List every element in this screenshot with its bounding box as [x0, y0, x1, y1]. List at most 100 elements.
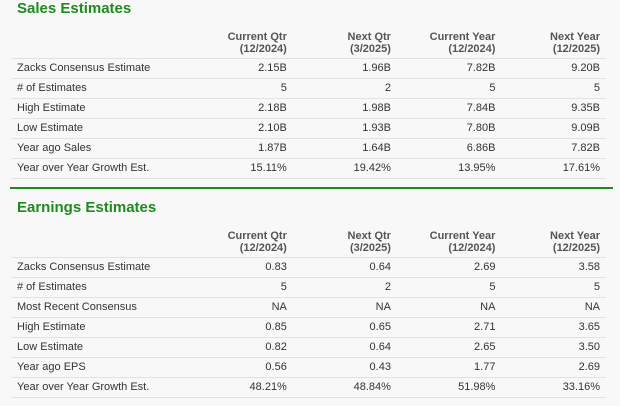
cell-value: 2.65 [396, 337, 502, 358]
header-next-year: Next Year (12/2025) [501, 225, 606, 258]
table-row: Year over Year Growth Est. 48.21% 48.84%… [12, 377, 606, 398]
header-current-qtr: Current Qtr (12/2024) [188, 225, 293, 258]
table-row: Year over Year Growth Est. 15.11% 19.42%… [12, 158, 606, 179]
cell-value: 17.61% [501, 158, 606, 179]
table-row: Most Recent Consensus NA NA NA NA [12, 297, 606, 318]
column-label: Current Year [429, 230, 496, 242]
cell-value: 5 [396, 78, 502, 99]
cell-value: 1.93B [292, 118, 397, 139]
cell-value: 48.21% [188, 377, 293, 398]
cell-value: 0.64 [292, 337, 397, 358]
row-label: Year over Year Growth Est. [12, 377, 189, 398]
earnings-estimates-table: Current Qtr (12/2024) Next Qtr (3/2025) Cu… [12, 225, 606, 398]
cell-value: 5 [188, 277, 293, 298]
column-period: (12/2024) [448, 43, 496, 55]
cell-value: 15.11% [188, 158, 293, 179]
cell-value: 5 [501, 78, 606, 99]
row-label: Year ago EPS [12, 357, 189, 378]
row-label: Zacks Consensus Estimate [12, 257, 189, 278]
column-label: Next Year [550, 230, 600, 242]
cell-value: 1.64B [292, 138, 397, 159]
table-row: High Estimate 2.18B 1.98B 7.84B 9.35B [12, 98, 606, 119]
earnings-estimates-title: Earnings Estimates [17, 199, 157, 216]
cell-value: 9.09B [501, 118, 606, 139]
cell-value: 48.84% [292, 377, 397, 398]
column-label: Next Qtr [347, 230, 391, 242]
cell-value: 5 [188, 78, 293, 99]
row-label: High Estimate [12, 98, 189, 119]
table-row: # of Estimates 5 2 5 5 [12, 277, 606, 298]
cell-value: 51.98% [396, 377, 502, 398]
table-row: High Estimate 0.85 0.65 2.71 3.65 [12, 317, 606, 338]
cell-value: 3.50 [501, 337, 606, 358]
header-current-qtr: Current Qtr (12/2024) [188, 26, 293, 59]
cell-value: NA [396, 297, 502, 318]
cell-value: NA [292, 297, 397, 318]
cell-value: 19.42% [292, 158, 397, 179]
cell-value: 2.15B [188, 58, 293, 79]
section-divider [10, 187, 613, 189]
column-label: Next Qtr [347, 31, 391, 43]
header-current-year: Current Year (12/2024) [396, 26, 502, 59]
cell-value: 1.77 [396, 357, 502, 378]
row-label: High Estimate [12, 317, 189, 338]
cell-value: 2.10B [188, 118, 293, 139]
table-row: Low Estimate 2.10B 1.93B 7.80B 9.09B [12, 118, 606, 139]
cell-value: 9.20B [501, 58, 606, 79]
cell-value: 3.58 [501, 257, 606, 278]
table-row: Zacks Consensus Estimate 0.83 0.64 2.69 … [12, 257, 606, 278]
header-label-col [12, 26, 189, 59]
cell-value: 2 [292, 277, 397, 298]
cell-value: NA [501, 297, 606, 318]
cell-value: 0.64 [292, 257, 397, 278]
cell-value: NA [188, 297, 293, 318]
cell-value: 1.98B [292, 98, 397, 119]
table-row: Year ago EPS 0.56 0.43 1.77 2.69 [12, 357, 606, 378]
column-period: (12/2025) [552, 43, 600, 55]
column-period: (3/2025) [349, 43, 391, 55]
header-label-col [12, 225, 189, 258]
column-label: Current Year [429, 31, 496, 43]
cell-value: 0.56 [188, 357, 293, 378]
cell-value: 0.83 [188, 257, 293, 278]
cell-value: 1.96B [292, 58, 397, 79]
table-row: Year ago Sales 1.87B 1.64B 6.86B 7.82B [12, 138, 606, 159]
table-header-row: Current Qtr (12/2024) Next Qtr (3/2025) Cu… [12, 26, 606, 59]
cell-value: 0.85 [188, 317, 293, 338]
cell-value: 9.35B [501, 98, 606, 119]
row-label: Low Estimate [12, 337, 189, 358]
column-label: Current Qtr [227, 230, 287, 242]
row-label: Year ago Sales [12, 138, 189, 159]
cell-value: 1.87B [188, 138, 293, 159]
column-label: Next Year [550, 31, 600, 43]
cell-value: 7.80B [396, 118, 502, 139]
column-period: (12/2025) [552, 242, 600, 254]
cell-value: 5 [501, 277, 606, 298]
header-next-year: Next Year (12/2025) [501, 26, 606, 59]
cell-value: 2.18B [188, 98, 293, 119]
sales-estimates-title: Sales Estimates [17, 0, 132, 17]
header-next-qtr: Next Qtr (3/2025) [292, 225, 397, 258]
cell-value: 13.95% [396, 158, 502, 179]
table-row: Zacks Consensus Estimate 2.15B 1.96B 7.8… [12, 58, 606, 79]
row-label: Low Estimate [12, 118, 189, 139]
cell-value: 2.71 [396, 317, 502, 338]
cell-value: 7.82B [396, 58, 502, 79]
column-period: (12/2024) [239, 43, 287, 55]
row-label: Year over Year Growth Est. [12, 158, 189, 179]
cell-value: 0.82 [188, 337, 293, 358]
table-row: Low Estimate 0.82 0.64 2.65 3.50 [12, 337, 606, 358]
cell-value: 0.43 [292, 357, 397, 378]
table-row: # of Estimates 5 2 5 5 [12, 78, 606, 99]
header-current-year: Current Year (12/2024) [396, 225, 502, 258]
column-period: (12/2024) [448, 242, 496, 254]
row-label: Most Recent Consensus [12, 297, 189, 318]
cell-value: 33.16% [501, 377, 606, 398]
table-header-row: Current Qtr (12/2024) Next Qtr (3/2025) Cu… [12, 225, 606, 258]
cell-value: 6.86B [396, 138, 502, 159]
cell-value: 5 [396, 277, 502, 298]
cell-value: 2.69 [396, 257, 502, 278]
header-next-qtr: Next Qtr (3/2025) [292, 26, 397, 59]
sales-estimates-table: Current Qtr (12/2024) Next Qtr (3/2025) Cu… [12, 26, 606, 179]
row-label: Zacks Consensus Estimate [12, 58, 189, 79]
